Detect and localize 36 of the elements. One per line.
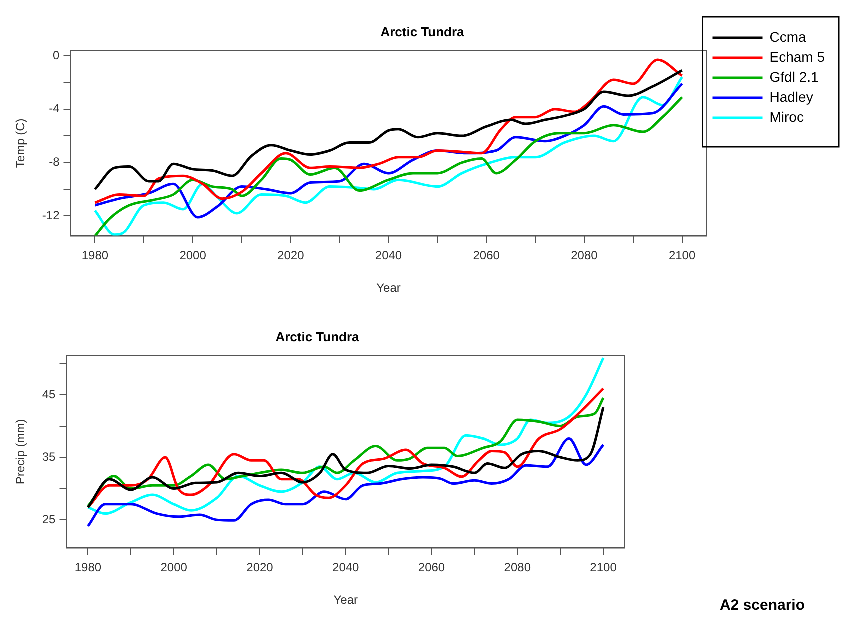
x-axis-title: Year [334, 593, 358, 608]
line-series [86, 438, 605, 528]
x-tick-label: 2080 [504, 560, 532, 575]
x-tick-label: 2020 [246, 560, 274, 575]
x-tick-label: 2060 [418, 560, 446, 575]
line-series [94, 69, 684, 191]
x-tick-label: 1980 [82, 248, 109, 263]
y-tick-label: -8 [49, 155, 60, 170]
x-tick-label: 1980 [74, 560, 102, 575]
legend-label: Echam 5 [770, 48, 826, 65]
legend-label: Hadley [770, 88, 814, 105]
legend-label: Gfdl 2.1 [770, 68, 819, 85]
x-tick-label: 2060 [473, 248, 500, 263]
x-axis-title: Year [376, 281, 401, 296]
y-tick-label: -12 [42, 208, 60, 222]
x-tick-label: 2040 [332, 560, 360, 575]
x-tick-label: 2100 [590, 560, 618, 575]
y-tick-label: -4 [49, 102, 60, 116]
x-tick-label: 2040 [375, 248, 402, 263]
chart-title: Arctic Tundra [380, 24, 466, 40]
x-tick-label: 2080 [571, 248, 598, 263]
x-tick-label: 2020 [278, 248, 305, 263]
legend-label: Ccma [770, 28, 807, 45]
y-axis-title: Precip (mm) [14, 419, 28, 485]
y-tick-label: 25 [42, 512, 56, 526]
y-tick-label: 0 [53, 48, 60, 62]
x-tick-label: 2000 [160, 560, 188, 575]
line-series [94, 58, 684, 204]
y-tick-label: 45 [42, 387, 56, 402]
y-axis-title: Temp (C) [14, 118, 28, 168]
y-tick-label: 35 [42, 450, 56, 464]
x-tick-label: 2000 [180, 248, 207, 263]
text: A2 scenario [720, 597, 805, 614]
chart-title: Arctic Tundra [276, 329, 360, 344]
legend-label: Miroc [770, 108, 804, 125]
x-tick-label: 2100 [668, 248, 696, 263]
